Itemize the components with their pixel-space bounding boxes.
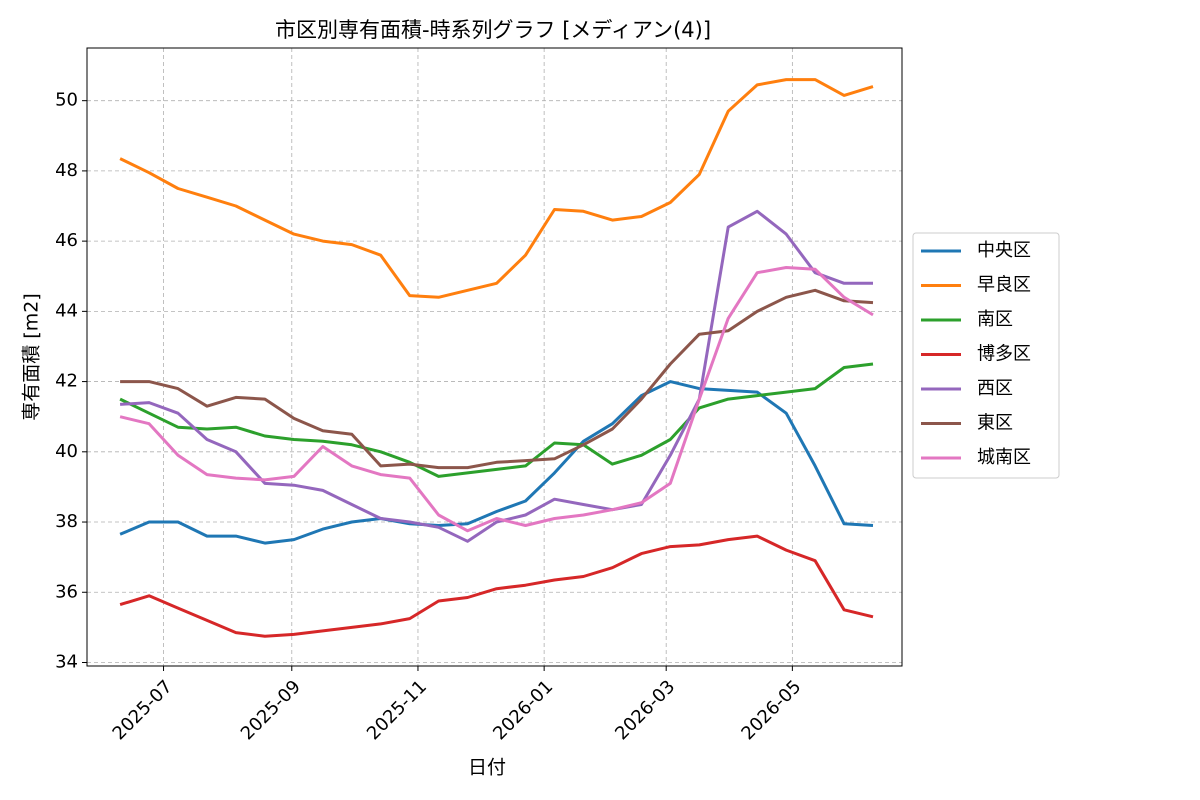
- plot-frame: [86, 47, 903, 667]
- legend-label: 城南区: [977, 447, 1031, 468]
- y-tick-label: 42: [55, 371, 78, 392]
- series-line: [119, 362, 874, 478]
- series-line: [119, 534, 874, 638]
- legend-label: 中央区: [977, 240, 1031, 261]
- y-tick-label: 36: [55, 581, 78, 602]
- series-line: [120, 209, 873, 543]
- chart-title: 市区別専有面積-時系列グラフ [メディアン(4)]: [275, 18, 711, 42]
- y-tick-label: 48: [55, 160, 78, 181]
- legend-label: 東区: [977, 413, 1013, 434]
- series-line: [119, 78, 874, 299]
- legend-label: 南区: [977, 309, 1013, 330]
- y-tick-label: 44: [55, 300, 78, 321]
- y-tick-label: 50: [55, 90, 78, 111]
- series-line: [119, 380, 874, 545]
- y-axis-label: 専有面積 [m2]: [21, 293, 43, 420]
- y-tick-label: 38: [55, 511, 78, 532]
- legend-label: 早良区: [977, 275, 1031, 296]
- y-tick-label: 34: [55, 651, 78, 672]
- y-tick-label: 46: [55, 230, 78, 251]
- legend-label: 西区: [977, 378, 1013, 399]
- legend-label: 博多区: [977, 344, 1031, 365]
- series-line: [119, 266, 874, 533]
- y-tick-label: 40: [55, 441, 78, 462]
- x-axis-label: 日付: [468, 757, 506, 779]
- series-line: [120, 288, 874, 470]
- legend-box: [912, 232, 1060, 479]
